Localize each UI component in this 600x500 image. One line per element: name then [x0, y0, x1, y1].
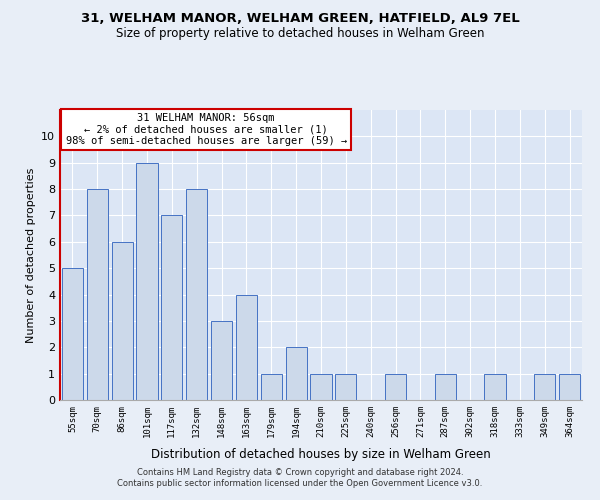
Bar	[136, 162, 158, 400]
Text: Size of property relative to detached houses in Welham Green: Size of property relative to detached ho…	[116, 28, 484, 40]
Bar	[186, 189, 207, 400]
Bar	[87, 189, 108, 400]
Bar	[236, 294, 257, 400]
Bar	[112, 242, 133, 400]
Bar	[62, 268, 83, 400]
Bar	[435, 374, 456, 400]
Bar	[534, 374, 555, 400]
Bar	[261, 374, 282, 400]
Text: Contains HM Land Registry data © Crown copyright and database right 2024.
Contai: Contains HM Land Registry data © Crown c…	[118, 468, 482, 487]
Bar	[385, 374, 406, 400]
Bar	[335, 374, 356, 400]
Y-axis label: Number of detached properties: Number of detached properties	[26, 168, 35, 342]
Bar	[286, 348, 307, 400]
Text: 31, WELHAM MANOR, WELHAM GREEN, HATFIELD, AL9 7EL: 31, WELHAM MANOR, WELHAM GREEN, HATFIELD…	[80, 12, 520, 26]
Bar	[211, 321, 232, 400]
X-axis label: Distribution of detached houses by size in Welham Green: Distribution of detached houses by size …	[151, 448, 491, 461]
Bar	[310, 374, 332, 400]
Text: 31 WELHAM MANOR: 56sqm
← 2% of detached houses are smaller (1)
98% of semi-detac: 31 WELHAM MANOR: 56sqm ← 2% of detached …	[65, 113, 347, 146]
Bar	[484, 374, 506, 400]
Bar	[559, 374, 580, 400]
Bar	[161, 216, 182, 400]
